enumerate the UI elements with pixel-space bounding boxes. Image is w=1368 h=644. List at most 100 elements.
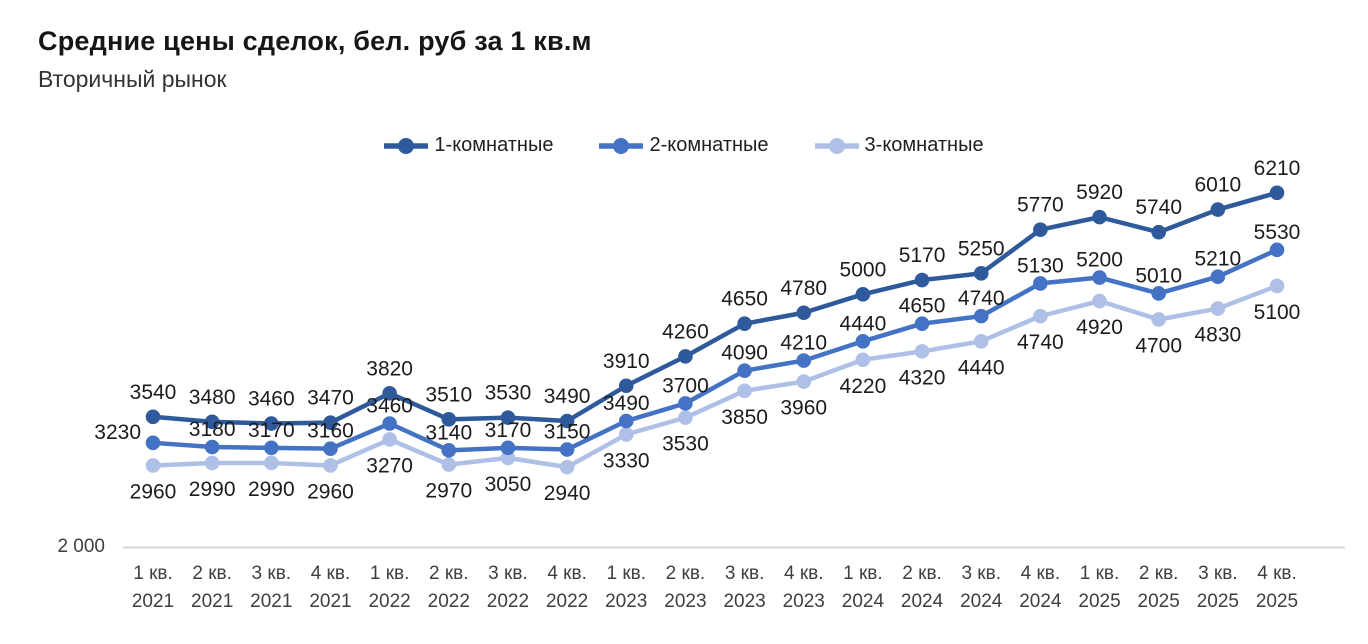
data-point-2-комнатные — [264, 440, 279, 456]
data-label-2-комнатные: 3180 — [189, 418, 236, 441]
x-tick-year: 2024 — [842, 591, 885, 612]
data-point-1-комнатные — [559, 413, 575, 429]
data-point-1-комнатные — [796, 305, 812, 321]
legend: 1-комнатные 2-комнатные 3-комнатные — [0, 134, 1368, 157]
data-point-1-комнатные — [618, 378, 634, 394]
x-tick-year: 2023 — [664, 591, 706, 612]
legend-item-1-комнатные: 1-комнатные — [384, 134, 553, 157]
data-label-3-комнатные: 3850 — [721, 406, 768, 429]
x-tick-quarter: 2 кв. — [192, 563, 232, 584]
data-label-1-комнатные: 3480 — [189, 386, 236, 409]
data-label-2-комнатные: 5200 — [1076, 249, 1123, 272]
x-tick-year: 2021 — [250, 591, 292, 612]
data-label-1-комнатные: 5250 — [958, 237, 1005, 260]
data-point-3-комнатные — [855, 352, 871, 368]
data-point-2-комнатные — [855, 333, 871, 349]
x-tick-year: 2024 — [901, 591, 944, 612]
chart-subtitle: Вторичный рынок — [38, 66, 227, 92]
x-tick-quarter: 2 кв. — [902, 563, 942, 584]
data-label-2-комнатные: 4650 — [899, 295, 946, 318]
x-tick-year: 2021 — [191, 591, 233, 612]
y-axis-tick-label: 2 000 — [57, 536, 105, 557]
data-point-3-комнатные — [618, 427, 634, 442]
x-tick-year: 2022 — [487, 591, 529, 612]
data-point-1-комнатные — [204, 414, 220, 430]
x-tick-year: 2025 — [1078, 591, 1120, 612]
x-tick-year: 2022 — [428, 591, 470, 612]
data-point-1-комнатные — [145, 409, 161, 425]
x-tick-quarter: 3 кв. — [252, 563, 292, 584]
data-label-3-комнатные: 4740 — [1017, 331, 1064, 354]
data-point-1-комнатные — [1269, 185, 1285, 201]
data-point-1-комнатные — [914, 272, 930, 288]
x-tick-year: 2024 — [1019, 591, 1062, 612]
data-point-3-комнатные — [973, 333, 989, 349]
data-point-2-комнатные — [1151, 286, 1166, 301]
legend-label: 3-комнатные — [864, 134, 984, 156]
data-point-3-комнатные — [796, 374, 812, 389]
data-label-3-комнатные: 4320 — [899, 366, 946, 389]
data-label-1-комнатные: 3910 — [603, 350, 650, 373]
data-label-1-комнатные: 3820 — [366, 357, 413, 380]
data-label-3-комнатные: 4220 — [840, 375, 887, 398]
data-point-3-комнатные — [441, 457, 457, 472]
x-tick-quarter: 1 кв. — [843, 563, 883, 584]
data-point-3-комнатные — [1210, 301, 1226, 316]
data-label-2-комнатные: 5210 — [1194, 248, 1241, 271]
legend-label: 1-комнатные — [434, 134, 554, 156]
data-point-3-комнатные — [737, 383, 752, 399]
data-label-2-комнатные: 3460 — [366, 395, 413, 418]
legend-item-3-комнатные: 3-комнатные — [814, 134, 984, 157]
data-point-2-комнатные — [1092, 270, 1107, 285]
data-label-3-комнатные: 3050 — [485, 473, 532, 496]
x-tick-year: 2023 — [783, 591, 825, 612]
data-label-2-комнатные: 3170 — [485, 419, 532, 442]
data-point-1-комнатные — [264, 416, 279, 431]
data-label-3-комнатные: 4700 — [1135, 334, 1182, 357]
data-point-1-комнатные — [737, 316, 752, 331]
data-label-2-комнатные: 5530 — [1254, 221, 1301, 244]
x-tick-year: 2022 — [546, 591, 588, 612]
data-point-2-комнатные — [500, 440, 516, 456]
x-tick-quarter: 3 кв. — [725, 563, 765, 584]
data-point-2-комнатные — [1269, 242, 1285, 258]
data-label-1-комнатные: 3540 — [130, 381, 177, 404]
legend-label: 2-комнатные — [649, 134, 769, 156]
data-label-3-комнатные: 3270 — [366, 454, 413, 477]
legend-dot — [828, 137, 845, 154]
data-point-1-комнатные — [678, 349, 693, 364]
data-label-3-комнатные: 2990 — [189, 478, 236, 501]
data-point-1-комнатные — [323, 415, 338, 430]
x-tick-year: 2025 — [1197, 591, 1239, 612]
x-tick-year: 2021 — [132, 591, 174, 612]
data-point-2-комнатные — [204, 439, 220, 455]
data-point-3-комнатные — [1269, 278, 1285, 294]
data-label-2-комнатные: 3150 — [544, 421, 591, 444]
data-label-2-комнатные: 3230 — [94, 421, 141, 444]
data-point-2-комнатные — [1033, 276, 1048, 291]
data-label-3-комнатные: 2990 — [248, 478, 295, 501]
legend-dot — [398, 137, 415, 154]
data-label-1-комнатные: 3460 — [248, 388, 295, 411]
data-point-2-комнатные — [559, 442, 575, 457]
x-tick-quarter: 1 кв. — [1080, 563, 1120, 584]
data-point-1-комнатные — [855, 287, 871, 302]
data-point-1-комнатные — [1092, 209, 1107, 225]
data-label-1-комнатные: 4780 — [780, 277, 827, 300]
data-label-3-комнатные: 4830 — [1194, 324, 1241, 347]
data-label-2-комнатные: 3170 — [248, 419, 295, 442]
x-tick-quarter: 4 кв. — [784, 563, 824, 584]
data-label-3-комнатные: 3960 — [780, 397, 827, 420]
data-label-1-комнатные: 3490 — [544, 385, 591, 408]
data-label-1-комнатные: 6010 — [1194, 174, 1241, 197]
data-label-1-комнатные: 3510 — [425, 383, 472, 406]
x-tick-quarter: 1 кв. — [606, 563, 646, 584]
data-point-3-комнатные — [914, 344, 930, 359]
data-label-3-комнатные: 2960 — [307, 480, 354, 503]
data-label-1-комнатные: 4650 — [721, 288, 768, 311]
data-label-2-комнатные: 5130 — [1017, 254, 1064, 277]
data-point-1-комнатные — [382, 386, 397, 401]
legend-dot — [613, 137, 630, 154]
x-tick-year: 2025 — [1256, 591, 1298, 612]
